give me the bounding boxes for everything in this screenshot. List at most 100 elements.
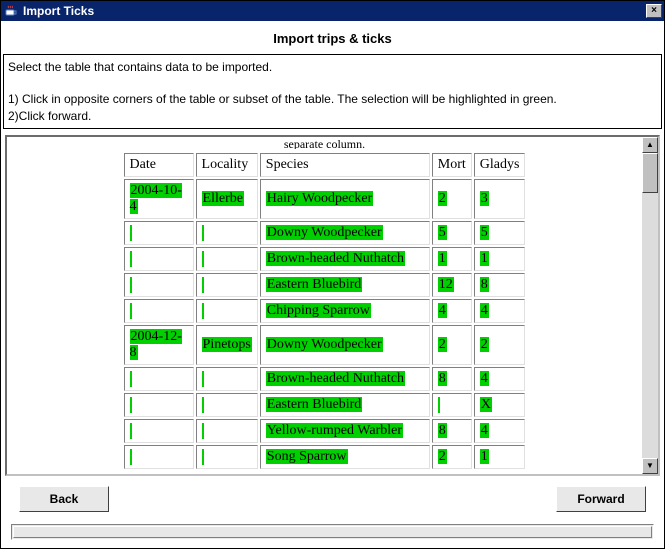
table-row[interactable]: Song Sparrow21 — [124, 445, 526, 469]
table-cell[interactable]: 4 — [432, 299, 472, 323]
col-header-mort[interactable]: Mort — [432, 153, 472, 177]
table-cell[interactable] — [196, 299, 258, 323]
table-cell[interactable]: 1 — [474, 445, 526, 469]
col-header-gladys[interactable]: Gladys — [474, 153, 526, 177]
table-cell[interactable]: Downy Woodpecker — [260, 325, 430, 365]
table-cell[interactable]: 8 — [432, 419, 472, 443]
highlighted-value: 3 — [480, 191, 489, 206]
titlebar: Import Ticks × — [1, 1, 664, 21]
table-cell[interactable]: 12 — [432, 273, 472, 297]
table-cell[interactable] — [124, 273, 194, 297]
scroll-thumb[interactable] — [642, 153, 658, 193]
scroll-up-button[interactable]: ▲ — [642, 137, 658, 153]
table-cell[interactable] — [196, 273, 258, 297]
highlighted-value: 1 — [438, 251, 447, 266]
table-cell[interactable]: 2 — [474, 325, 526, 365]
table-header-row: Date Locality Species Mort Gladys — [124, 153, 526, 177]
table-cell[interactable]: 3 — [474, 179, 526, 219]
highlighted-value: Eastern Bluebird — [266, 397, 362, 412]
table-cell[interactable]: Brown-headed Nuthatch — [260, 247, 430, 271]
highlighted-value: 4 — [480, 371, 489, 386]
table-cell[interactable]: 1 — [432, 247, 472, 271]
table-cell[interactable] — [124, 367, 194, 391]
vertical-scrollbar[interactable]: ▲ ▼ — [642, 137, 658, 474]
table-cell[interactable]: 8 — [432, 367, 472, 391]
table-cell[interactable]: 4 — [474, 299, 526, 323]
table-cell[interactable]: Brown-headed Nuthatch — [260, 367, 430, 391]
table-cell[interactable]: 2 — [432, 179, 472, 219]
page-subtitle: Import trips & ticks — [1, 21, 664, 54]
table-row[interactable]: 2004-10-4 Ellerbe Hairy Woodpecker 23 — [124, 179, 526, 219]
table-cell[interactable]: Chipping Sparrow — [260, 299, 430, 323]
table-row[interactable]: Brown-headed Nuthatch 1 1 — [124, 247, 526, 271]
table-cell[interactable]: 2004-10-4 — [124, 179, 194, 219]
table-row[interactable]: Brown-headed Nuthatch84 — [124, 367, 526, 391]
highlighted-value — [130, 303, 132, 319]
highlighted-value: 8 — [438, 423, 447, 438]
col-header-date[interactable]: Date — [124, 153, 194, 177]
import-data-table[interactable]: Date Locality Species Mort Gladys 2004-1… — [122, 151, 528, 471]
highlighted-value — [130, 449, 132, 465]
table-cell[interactable] — [124, 393, 194, 417]
table-cell[interactable] — [124, 247, 194, 271]
table-cell[interactable]: Eastern Bluebird — [260, 273, 430, 297]
table-cell[interactable]: Ellerbe — [196, 179, 258, 219]
table-row[interactable]: Downy Woodpecker55 — [124, 221, 526, 245]
table-cell[interactable]: 1 — [474, 247, 526, 271]
col-header-locality[interactable]: Locality — [196, 153, 258, 177]
button-row: Back Forward — [1, 476, 664, 522]
table-cell[interactable] — [196, 247, 258, 271]
table-cell[interactable]: 5 — [474, 221, 526, 245]
highlighted-value — [130, 371, 132, 387]
highlighted-value: 2004-10-4 — [130, 183, 182, 214]
table-cell[interactable] — [196, 419, 258, 443]
highlighted-value — [438, 397, 440, 413]
table-cell[interactable] — [196, 221, 258, 245]
table-cell[interactable]: Yellow-rumped Warbler — [260, 419, 430, 443]
table-cell[interactable] — [124, 299, 194, 323]
highlighted-value — [202, 251, 204, 267]
table-cell[interactable]: X — [474, 393, 526, 417]
highlighted-value — [202, 225, 204, 241]
table-cell[interactable]: 4 — [474, 419, 526, 443]
table-cell[interactable]: Downy Woodpecker — [260, 221, 430, 245]
table-row[interactable]: Yellow-rumped Warbler 8 4 — [124, 419, 526, 443]
table-cell[interactable]: Eastern Bluebird — [260, 393, 430, 417]
table-cell[interactable] — [124, 419, 194, 443]
table-cell[interactable] — [124, 445, 194, 469]
table-row[interactable]: Eastern Bluebird X — [124, 393, 526, 417]
highlighted-value — [202, 423, 204, 439]
table-cell[interactable]: Hairy Woodpecker — [260, 179, 430, 219]
scroll-down-button[interactable]: ▼ — [642, 458, 658, 474]
progress-track — [13, 526, 652, 538]
highlighted-value: 2 — [438, 337, 447, 352]
table-cell[interactable]: Pinetops — [196, 325, 258, 365]
table-cell[interactable]: 2 — [432, 445, 472, 469]
highlighted-value: Hairy Woodpecker — [266, 191, 374, 206]
table-cell[interactable] — [432, 393, 472, 417]
col-header-species[interactable]: Species — [260, 153, 430, 177]
table-row[interactable]: Chipping Sparrow44 — [124, 299, 526, 323]
highlighted-value — [202, 397, 204, 413]
table-cell[interactable]: 2004-12-8 — [124, 325, 194, 365]
table-cell[interactable]: 8 — [474, 273, 526, 297]
highlighted-value: 4 — [480, 303, 489, 318]
import-ticks-window: Import Ticks × Import trips & ticks Sele… — [0, 0, 665, 549]
highlighted-value: 8 — [480, 277, 489, 292]
table-cell[interactable] — [124, 221, 194, 245]
close-button[interactable]: × — [646, 4, 662, 18]
table-row[interactable]: 2004-12-8PinetopsDowny Woodpecker 2 2 — [124, 325, 526, 365]
table-cell[interactable] — [196, 367, 258, 391]
table-cell[interactable]: 5 — [432, 221, 472, 245]
content-viewport[interactable]: separate column. Date Locality Species M… — [7, 137, 642, 474]
forward-button[interactable]: Forward — [556, 486, 646, 512]
table-cell[interactable] — [196, 445, 258, 469]
table-cell[interactable]: Song Sparrow — [260, 445, 430, 469]
table-cell[interactable]: 4 — [474, 367, 526, 391]
highlighted-value — [130, 251, 132, 267]
table-row[interactable]: Eastern Bluebird12 8 — [124, 273, 526, 297]
back-button[interactable]: Back — [19, 486, 109, 512]
table-cell[interactable] — [196, 393, 258, 417]
table-cell[interactable]: 2 — [432, 325, 472, 365]
partial-row-text: separate column. — [284, 137, 365, 149]
